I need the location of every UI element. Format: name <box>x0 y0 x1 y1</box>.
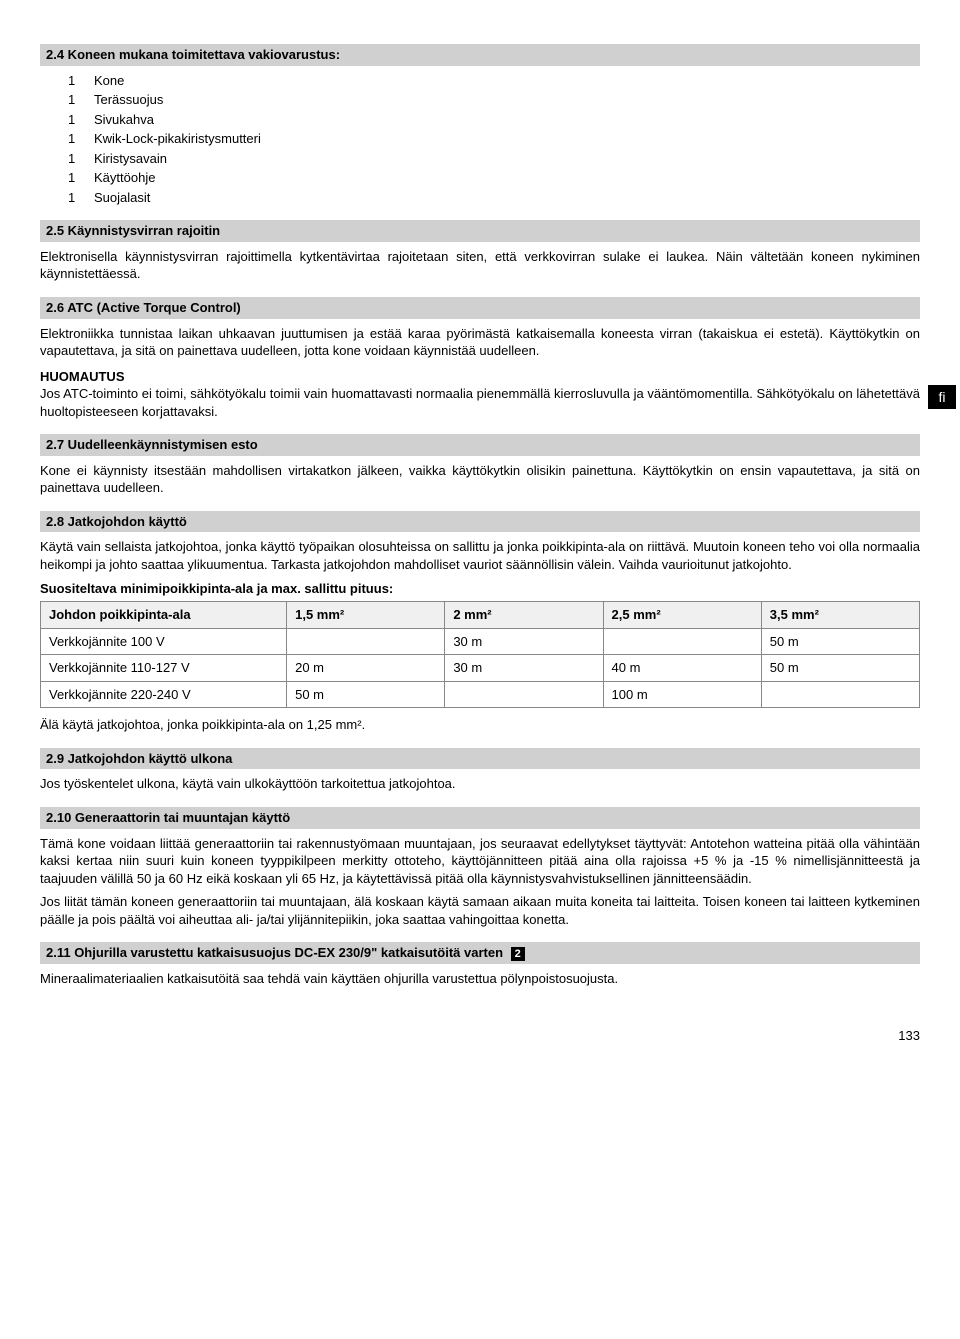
table-header: 2 mm² <box>445 602 603 629</box>
table-cell <box>761 681 919 708</box>
section-2-8-footer: Älä käytä jatkojohtoa, jonka poikkipinta… <box>40 716 920 734</box>
list-label: Sivukahva <box>94 111 154 129</box>
section-2-7-body: Kone ei käynnisty itsestään mahdollisen … <box>40 462 920 497</box>
list-item: 1Kiristysavain <box>68 150 920 168</box>
section-2-9-body: Jos työskentelet ulkona, käytä vain ulko… <box>40 775 920 793</box>
table-header: 1,5 mm² <box>287 602 445 629</box>
table-cell: Verkkojännite 100 V <box>41 628 287 655</box>
section-2-8-body: Käytä vain sellaista jatkojohtoa, jonka … <box>40 538 920 573</box>
list-qty: 1 <box>68 111 94 129</box>
table-cell: 40 m <box>603 655 761 682</box>
list-qty: 1 <box>68 130 94 148</box>
section-2-6-body: Elektroniikka tunnistaa laikan uhkaavan … <box>40 325 920 360</box>
list-qty: 1 <box>68 169 94 187</box>
section-2-10-body2: Jos liität tämän koneen generaattoriin t… <box>40 893 920 928</box>
section-2-5-title: 2.5 Käynnistysvirran rajoitin <box>40 220 920 242</box>
language-tab: fi <box>928 385 956 409</box>
huomautus-body: Jos ATC-toiminto ei toimi, sähkötyökalu … <box>40 385 920 420</box>
section-2-8-title: 2.8 Jatkojohdon käyttö <box>40 511 920 533</box>
table-cell <box>445 681 603 708</box>
section-2-10-body1: Tämä kone voidaan liittää generaattoriin… <box>40 835 920 888</box>
table-cell <box>603 628 761 655</box>
table-cell: Verkkojännite 110‑127 V <box>41 655 287 682</box>
list-item: 1Kwik-Lock-pikakiristysmutteri <box>68 130 920 148</box>
list-label: Kwik-Lock-pikakiristysmutteri <box>94 130 261 148</box>
section-2-5-body: Elektronisella käynnistysvirran rajoitti… <box>40 248 920 283</box>
section-2-6-title: 2.6 ATC (Active Torque Control) <box>40 297 920 319</box>
table-cell: 100 m <box>603 681 761 708</box>
section-2-11-body: Mineraalimateriaalien katkaisutöitä saa … <box>40 970 920 988</box>
equipment-list: 1Kone1Terässuojus1Sivukahva1Kwik-Lock-pi… <box>40 72 920 207</box>
table-cell <box>287 628 445 655</box>
section-2-4-title: 2.4 Koneen mukana toimitettava vakiovaru… <box>40 44 920 66</box>
section-2-10-title: 2.10 Generaattorin tai muuntajan käyttö <box>40 807 920 829</box>
section-2-7-title: 2.7 Uudelleenkäynnistymisen esto <box>40 434 920 456</box>
list-qty: 1 <box>68 72 94 90</box>
page-number: 133 <box>40 1027 920 1045</box>
table-cell: 50 m <box>761 628 919 655</box>
table-header: Johdon poikkipinta-ala <box>41 602 287 629</box>
table-cell: 50 m <box>287 681 445 708</box>
list-item: 1Suojalasit <box>68 189 920 207</box>
table-cell: Verkkojännite 220‑240 V <box>41 681 287 708</box>
huomautus-label: HUOMAUTUS <box>40 368 920 386</box>
image-ref-badge: 2 <box>511 947 525 961</box>
section-2-9-title: 2.9 Jatkojohdon käyttö ulkona <box>40 748 920 770</box>
cable-table: Johdon poikkipinta-ala1,5 mm²2 mm²2,5 mm… <box>40 601 920 708</box>
table-header: 3,5 mm² <box>761 602 919 629</box>
list-label: Kiristysavain <box>94 150 167 168</box>
table-cell: 50 m <box>761 655 919 682</box>
list-label: Terässuojus <box>94 91 163 109</box>
table-row: Verkkojännite 100 V 30 m 50 m <box>41 628 920 655</box>
table-cell: 30 m <box>445 655 603 682</box>
list-label: Kone <box>94 72 124 90</box>
table-row: Verkkojännite 110‑127 V20 m30 m40 m50 m <box>41 655 920 682</box>
section-2-11-title: 2.11 Ohjurilla varustettu katkaisusuojus… <box>40 942 920 964</box>
list-item: 1Kone <box>68 72 920 90</box>
table-cell: 20 m <box>287 655 445 682</box>
section-2-8-subhead: Suositeltava minimipoikkipinta-ala ja ma… <box>40 580 920 598</box>
list-item: 1Sivukahva <box>68 111 920 129</box>
list-item: 1Käyttöohje <box>68 169 920 187</box>
list-qty: 1 <box>68 150 94 168</box>
table-cell: 30 m <box>445 628 603 655</box>
list-label: Käyttöohje <box>94 169 155 187</box>
list-qty: 1 <box>68 91 94 109</box>
table-row: Verkkojännite 220‑240 V50 m 100 m <box>41 681 920 708</box>
section-2-11-title-text: 2.11 Ohjurilla varustettu katkaisusuojus… <box>46 945 503 960</box>
list-item: 1Terässuojus <box>68 91 920 109</box>
list-qty: 1 <box>68 189 94 207</box>
list-label: Suojalasit <box>94 189 150 207</box>
table-header: 2,5 mm² <box>603 602 761 629</box>
